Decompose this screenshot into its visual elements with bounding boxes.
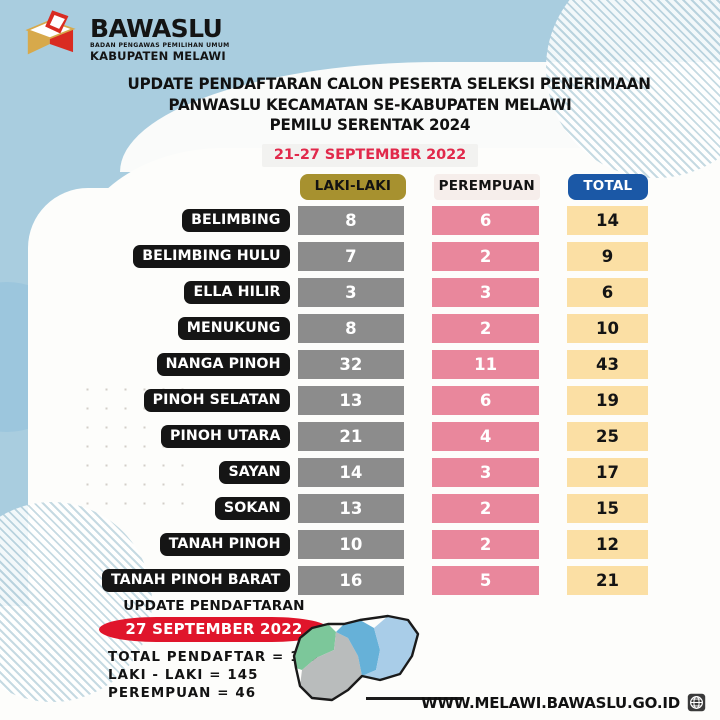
title-line-1: UPDATE PENDAFTARAN CALON PESERTA SELEKSI… [127,75,651,93]
cell-male: 13 [297,386,405,415]
globe-icon [687,693,706,712]
district-name: SAYAN [219,460,290,485]
cell-total: 17 [566,458,648,487]
cell-male: 7 [297,242,405,271]
cell-female: 6 [432,386,539,415]
cell-total: 6 [566,278,648,307]
cell-female: 2 [432,314,539,343]
cell-total: 14 [566,206,648,235]
cell-total: 9 [566,242,648,271]
district-name: PINOH SELATAN [143,388,290,413]
cell-total: 15 [566,494,648,523]
website-url[interactable]: WWW.MELAWI.BAWASLU.GO.ID [421,693,680,712]
row-label-cell: SAYAN [88,460,298,485]
cell-male: 8 [297,314,405,343]
cell-male: 10 [297,530,405,559]
table-row: BELIMBING HULU 7 2 9 [88,240,648,273]
cell-female: 3 [432,458,539,487]
row-label-cell: ELLA HILIR [88,280,298,305]
poster-title: UPDATE PENDAFTARAN CALON PESERTA SELEKSI… [120,74,651,167]
summary-date-wrap: 27 SEPTEMBER 2022 [96,617,332,642]
cell-total: 21 [566,566,648,595]
summary-total-pendaftar: TOTAL PENDAFTAR = 191 [108,650,322,665]
district-name: TANAH PINOH BARAT [101,568,290,593]
website-bar[interactable]: WWW.MELAWI.BAWASLU.GO.ID [421,693,706,712]
title-line-3: PEMILU SERENTAK 2024 [269,116,471,135]
table-row: ELLA HILIR 3 3 6 [88,276,648,309]
row-label-cell: TANAH PINOH BARAT [88,568,298,593]
table-row: PINOH UTARA 21 4 25 [88,420,648,453]
row-label-cell: PINOH SELATAN [88,388,298,413]
table-row: MENUKUNG 8 2 10 [88,312,648,345]
ballot-box-icon [25,10,76,55]
cell-male: 21 [297,422,405,451]
row-label-cell: NANGA PINOH [88,352,298,377]
district-name: TANAH PINOH [159,532,290,557]
date-range-badge: 21-27 SEPTEMBER 2022 [261,143,479,167]
district-name: BELIMBING HULU [133,244,290,269]
summary-block: UPDATE PENDAFTARAN 27 SEPTEMBER 2022 TOT… [96,598,332,702]
cell-total: 12 [566,530,648,559]
cell-total: 25 [566,422,648,451]
row-label-cell: BELIMBING [88,208,298,233]
cell-total: 43 [566,350,648,379]
cell-male: 8 [297,206,405,235]
column-header-female: PEREMPUAN [433,173,540,200]
cell-female: 6 [432,206,539,235]
table-row: NANGA PINOH 32 11 43 [88,348,648,381]
title-line-2: PANWASLU KECAMATAN SE-KABUPATEN MELAWI [168,95,572,114]
table-row: BELIMBING 8 6 14 [88,204,648,237]
brand-logo: BAWASLU BADAN PENGAWAS PEMILIHAN UMUM KA… [22,8,230,66]
cell-female: 11 [432,350,539,379]
cell-male: 13 [297,494,405,523]
summary-lines: TOTAL PENDAFTAR = 191 LAKI - LAKI = 145 … [96,649,332,702]
cell-female: 2 [432,530,539,559]
row-label-cell: BELIMBING HULU [88,244,298,269]
table-body: BELIMBING 8 6 14 BELIMBING HULU 7 2 9 ELLA HILIR… [88,204,648,597]
district-name: ELLA HILIR [184,280,290,305]
cell-female: 4 [432,422,539,451]
registration-table: LAKI-LAKI PEREMPUAN TOTAL BELIMBING 8 6 14 B… [88,168,648,600]
row-label-cell: MENUKUNG [88,316,298,341]
footer-divider-line [366,697,462,700]
melawi-regency-map [292,614,420,702]
cell-total: 10 [566,314,648,343]
brand-subtitle-2: KABUPATEN MELAWI [90,48,226,63]
cell-female: 5 [432,566,539,595]
row-label-cell: TANAH PINOH [88,532,298,557]
district-name: BELIMBING [182,208,290,233]
summary-date-badge: 27 SEPTEMBER 2022 [99,617,329,642]
cell-male: 14 [297,458,405,487]
cell-total: 19 [566,386,648,415]
cell-male: 16 [297,566,405,595]
row-label-cell: PINOH UTARA [88,424,298,449]
brand-subtitle-1: BADAN PENGAWAS PEMILIHAN UMUM [90,41,230,49]
row-label-cell: SOKAN [88,496,298,521]
table-row: TANAH PINOH BARAT 16 5 21 [88,564,648,597]
district-name: PINOH UTARA [161,424,290,449]
table-row: PINOH SELATAN 13 6 19 [88,384,648,417]
district-name: NANGA PINOH [156,352,290,377]
table-row: TANAH PINOH 10 2 12 [88,528,648,561]
column-header-male: LAKI-LAKI [300,173,406,200]
cell-female: 3 [432,278,539,307]
summary-perempuan: PEREMPUAN = 46 [108,685,257,701]
brand-name: BAWASLU [90,13,223,43]
summary-heading: UPDATE PENDAFTARAN [123,598,305,614]
cell-male: 32 [297,350,405,379]
cell-male: 3 [297,278,405,307]
column-header-total: TOTAL [567,173,648,200]
table-header-row: LAKI-LAKI PEREMPUAN TOTAL [88,168,648,200]
table-row: SOKAN 13 2 15 [88,492,648,525]
summary-laki-laki: LAKI - LAKI = 145 [108,667,259,683]
cell-female: 2 [432,242,539,271]
table-row: SAYAN 14 3 17 [88,456,648,489]
district-name: MENUKUNG [177,316,290,341]
cell-female: 2 [432,494,539,523]
district-name: SOKAN [214,496,290,521]
